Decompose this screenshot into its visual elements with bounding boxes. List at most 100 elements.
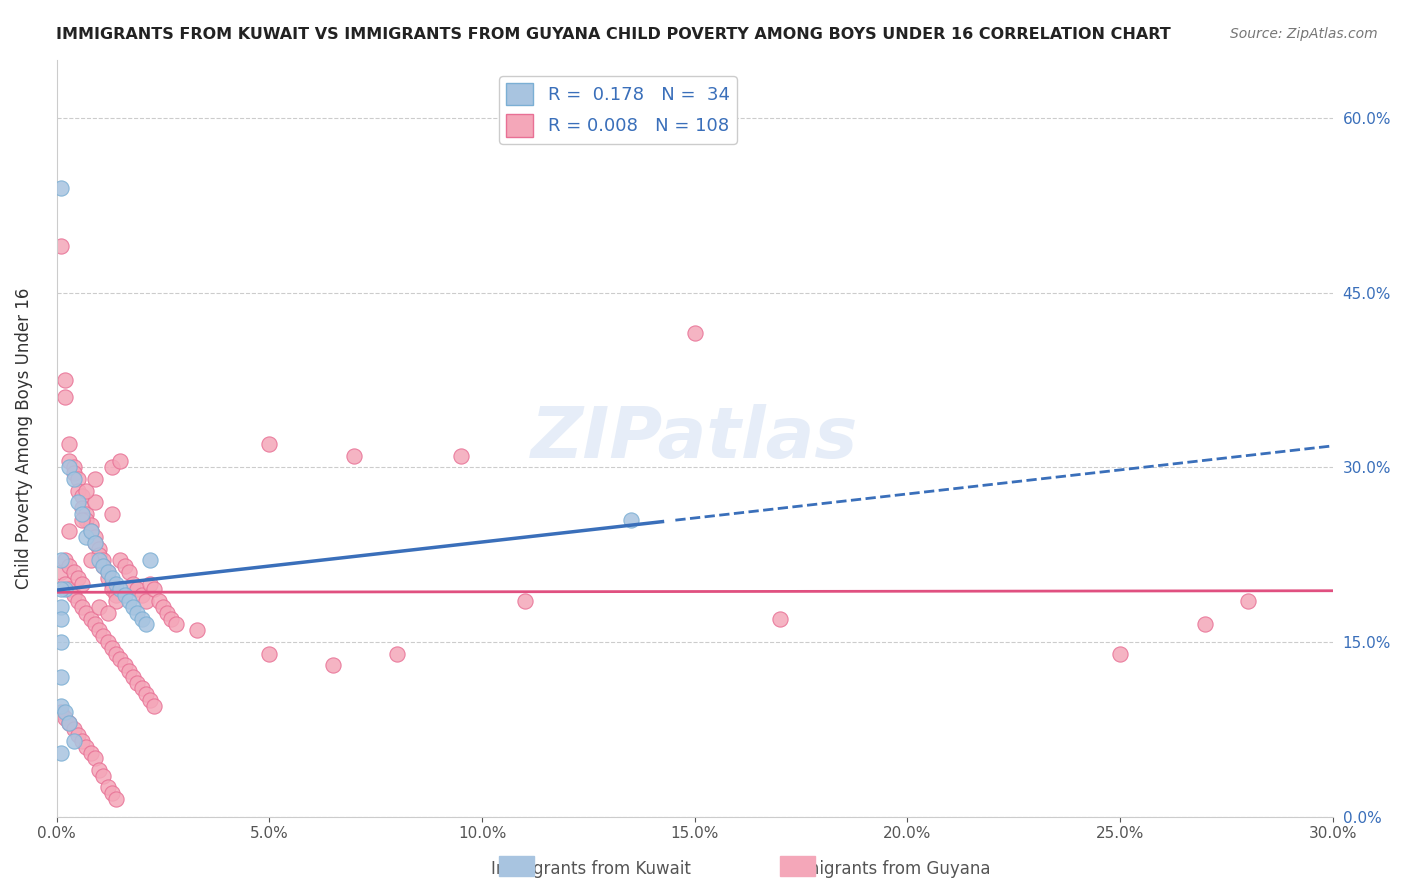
Point — [79, 746, 101, 760]
Point — [259, 647, 281, 661]
Point — [1236, 594, 1258, 608]
Point — [53, 705, 76, 719]
Point — [97, 571, 120, 585]
Point — [101, 460, 124, 475]
Point — [127, 606, 149, 620]
Point — [93, 553, 115, 567]
Point — [58, 524, 80, 539]
Point — [101, 582, 124, 597]
Point — [49, 582, 72, 597]
Point — [70, 507, 93, 521]
Point — [114, 559, 136, 574]
Point — [58, 716, 80, 731]
Text: Immigrants from Kuwait: Immigrants from Kuwait — [491, 860, 690, 878]
Point — [122, 599, 145, 614]
Point — [75, 483, 97, 498]
Point — [322, 658, 344, 673]
Point — [83, 617, 105, 632]
Point — [1109, 647, 1132, 661]
Text: IMMIGRANTS FROM KUWAIT VS IMMIGRANTS FROM GUYANA CHILD POVERTY AMONG BOYS UNDER : IMMIGRANTS FROM KUWAIT VS IMMIGRANTS FRO… — [56, 27, 1171, 42]
Point — [97, 565, 120, 579]
Point — [70, 734, 93, 748]
Point — [49, 553, 72, 567]
Point — [135, 687, 157, 701]
Y-axis label: Child Poverty Among Boys Under 16: Child Poverty Among Boys Under 16 — [15, 287, 32, 589]
Point — [101, 640, 124, 655]
Point — [89, 599, 111, 614]
Point — [79, 524, 101, 539]
Point — [83, 472, 105, 486]
Point — [110, 652, 132, 666]
Point — [135, 594, 157, 608]
Point — [139, 693, 162, 707]
Point — [75, 739, 97, 754]
Point — [97, 606, 120, 620]
Point — [53, 710, 76, 724]
Point — [62, 734, 84, 748]
Point — [114, 658, 136, 673]
Point — [122, 576, 145, 591]
Point — [165, 617, 187, 632]
Point — [139, 553, 162, 567]
Point — [118, 664, 141, 678]
Point — [58, 582, 80, 597]
Point — [83, 495, 105, 509]
Point — [89, 624, 111, 638]
Point — [62, 466, 84, 480]
Point — [135, 617, 157, 632]
Point — [49, 705, 72, 719]
Point — [66, 472, 89, 486]
Point — [62, 723, 84, 737]
Text: ZIPatlas: ZIPatlas — [531, 403, 859, 473]
Point — [83, 536, 105, 550]
Text: Immigrants from Guyana: Immigrants from Guyana — [782, 860, 990, 878]
Point — [105, 594, 128, 608]
Point — [62, 460, 84, 475]
Point — [66, 728, 89, 742]
Point — [105, 792, 128, 806]
Point — [683, 326, 706, 341]
Point — [75, 507, 97, 521]
Point — [49, 635, 72, 649]
Point — [101, 576, 124, 591]
Point — [75, 530, 97, 544]
Point — [259, 437, 281, 451]
Point — [53, 373, 76, 387]
Point — [58, 460, 80, 475]
Point — [513, 594, 536, 608]
Legend: R =  0.178   N =  34, R = 0.008   N = 108: R = 0.178 N = 34, R = 0.008 N = 108 — [499, 76, 737, 144]
Point — [66, 594, 89, 608]
Point — [49, 599, 72, 614]
Point — [58, 716, 80, 731]
Text: Source: ZipAtlas.com: Source: ZipAtlas.com — [1230, 27, 1378, 41]
Point — [769, 612, 792, 626]
Point — [450, 449, 472, 463]
Point — [101, 507, 124, 521]
Point — [139, 576, 162, 591]
Point — [114, 588, 136, 602]
Point — [118, 594, 141, 608]
Point — [110, 454, 132, 468]
Point — [79, 553, 101, 567]
Point — [83, 536, 105, 550]
Point — [143, 698, 166, 713]
Point — [70, 513, 93, 527]
Point — [53, 553, 76, 567]
Point — [53, 582, 76, 597]
Point — [49, 239, 72, 253]
Point — [122, 670, 145, 684]
Point — [89, 541, 111, 556]
Point — [89, 548, 111, 562]
Point — [93, 769, 115, 783]
Point — [131, 588, 153, 602]
Point — [97, 635, 120, 649]
Point — [131, 612, 153, 626]
Point — [101, 571, 124, 585]
Point — [83, 530, 105, 544]
Point — [93, 629, 115, 643]
Point — [66, 495, 89, 509]
Point — [62, 588, 84, 602]
Point — [160, 612, 183, 626]
Point — [70, 489, 93, 503]
Point — [343, 449, 366, 463]
